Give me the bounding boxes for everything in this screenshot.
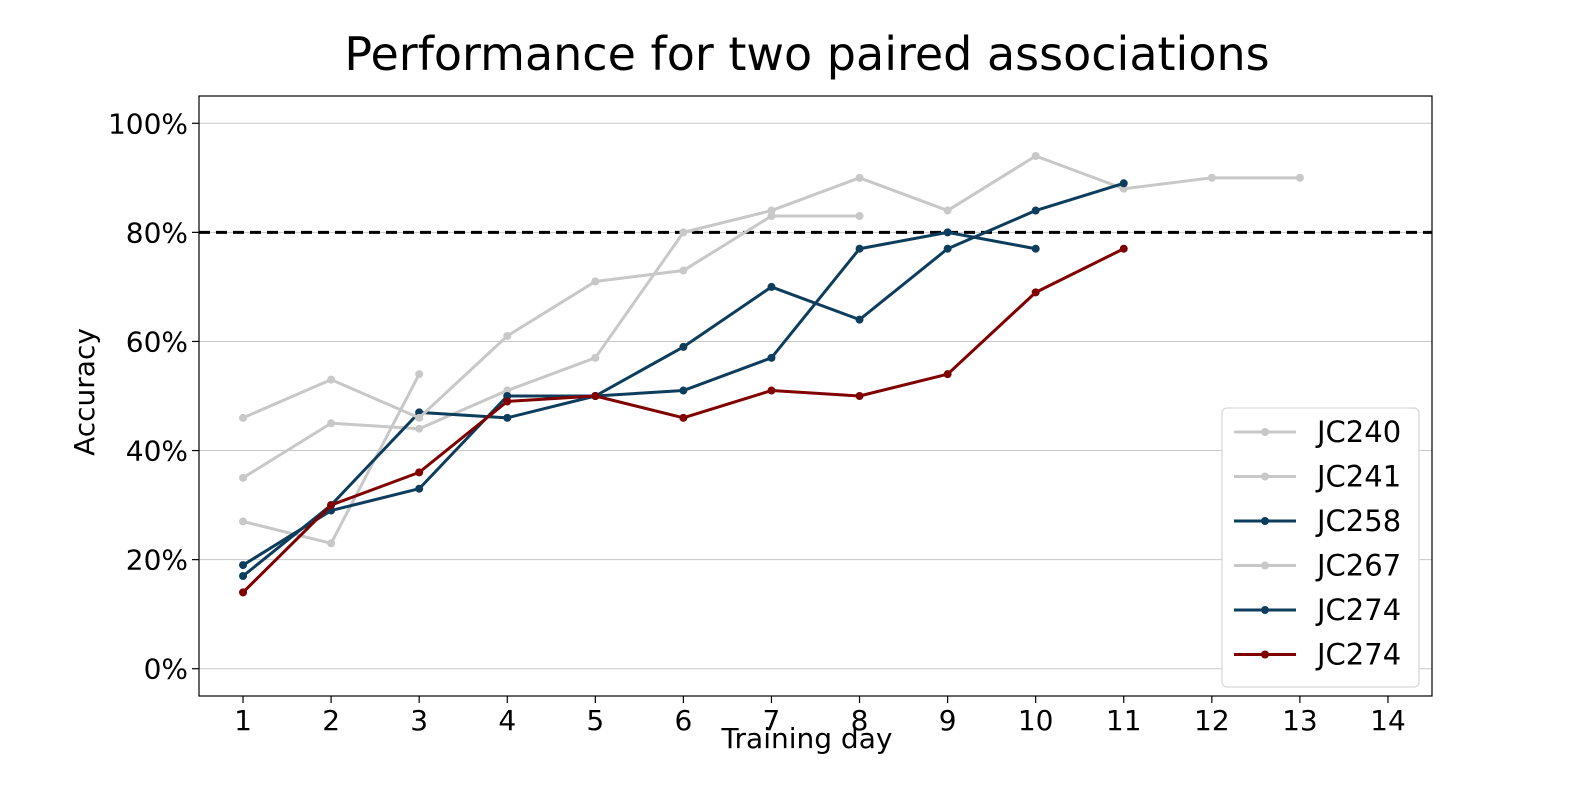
point-5-9 [1031,288,1040,297]
point-2-6 [767,353,776,362]
series-line-1 [242,373,421,545]
x-tick-label-0: 1 [234,704,252,737]
point-0-4 [591,353,600,362]
series-4 [239,179,1128,570]
point-3-1 [327,375,336,384]
point-2-0 [239,572,248,580]
point-5-8 [943,370,952,379]
y-tick-label-0: 0% [144,653,188,686]
point-0-2 [415,424,424,433]
x-tick-label-8: 9 [939,704,957,737]
x-axis-label: Training day [721,722,893,755]
point-0-0 [239,473,248,482]
legend-label-5: JC274 [1315,638,1401,672]
point-0-7 [855,173,864,182]
point-4-0 [239,561,248,570]
point-4-2 [415,484,424,493]
point-5-6 [767,386,776,395]
point-4-7 [855,315,864,324]
point-3-2 [415,413,424,422]
point-3-3 [503,332,512,340]
point-4-10 [1119,179,1128,188]
point-0-5 [679,228,688,237]
point-1-0 [239,517,248,526]
legend-label-4: JC274 [1315,593,1401,627]
point-5-3 [503,397,512,406]
point-0-9 [1031,152,1040,160]
x-tick-label-9: 10 [1018,704,1054,737]
point-3-5 [679,266,688,275]
legend-label-2: JC258 [1315,504,1401,538]
y-tick-label-3: 60% [126,325,188,358]
point-5-2 [415,468,424,477]
point-2-5 [679,386,688,395]
series-1 [239,370,424,548]
point-0-1 [327,419,336,428]
point-4-8 [943,244,952,253]
legend-marker-0 [1261,428,1269,436]
point-3-4 [591,277,600,286]
point-4-9 [1031,206,1040,215]
point-5-4 [591,392,600,400]
point-2-3 [503,413,512,422]
axis-ticks: 1 2 3 4 5 6 7 8 9 10 11 12 13 140%20%40%60%80%100% [108,107,1406,737]
legend: JC240 JC241 JC258 JC267 JC274 JC274 [1221,407,1420,688]
x-tick-label-3: 4 [498,704,516,737]
point-2-9 [1031,244,1040,253]
series-0 [239,152,1304,482]
point-0-8 [943,206,952,215]
x-tick-label-13: 14 [1370,704,1406,737]
y-tick-label-4: 80% [126,216,188,249]
point-0-11 [1207,173,1216,182]
legend-label-3: JC267 [1315,549,1401,583]
y-axis-label: Accuracy [68,328,101,456]
x-tick-label-1: 2 [322,704,340,737]
y-tick-label-2: 40% [126,435,188,468]
point-2-7 [855,244,864,253]
series-line-3 [242,214,860,420]
legend-marker-5 [1261,650,1269,659]
x-tick-label-11: 12 [1194,704,1230,737]
point-3-6 [767,212,776,220]
point-2-8 [943,228,952,237]
series-5 [239,244,1128,597]
x-tick-label-6: 7 [763,704,781,737]
legend-label-0: JC240 [1315,415,1401,449]
plot-frame [198,95,1433,697]
y-tick-label-1: 20% [126,544,188,577]
x-tick-label-4: 5 [586,704,604,737]
x-tick-label-12: 13 [1282,704,1318,737]
series-3 [239,212,864,422]
point-3-0 [239,413,248,422]
chart-title: Performance for two paired associations [344,27,1269,81]
point-5-5 [679,413,688,422]
legend-label-1: JC241 [1315,460,1401,494]
legend-marker-1 [1261,472,1269,481]
x-tick-label-2: 3 [410,704,428,737]
legend-marker-4 [1261,606,1269,614]
point-0-12 [1295,173,1304,182]
x-tick-label-10: 11 [1106,704,1142,737]
series-line-2 [242,230,1036,578]
point-5-1 [327,501,336,510]
point-1-2 [415,370,424,379]
point-3-7 [855,212,864,220]
point-1-1 [327,539,336,548]
point-5-0 [239,588,248,597]
legend-marker-2 [1261,517,1269,525]
legend-marker-3 [1261,561,1269,570]
point-4-5 [679,342,688,351]
point-5-7 [855,392,864,400]
point-5-10 [1119,244,1128,253]
point-4-6 [767,282,776,291]
series-layer [239,152,1304,597]
series-2 [239,228,1040,580]
x-tick-label-7: 8 [851,704,869,737]
y-tick-label-5: 100% [108,107,188,140]
x-tick-label-5: 6 [674,704,692,737]
